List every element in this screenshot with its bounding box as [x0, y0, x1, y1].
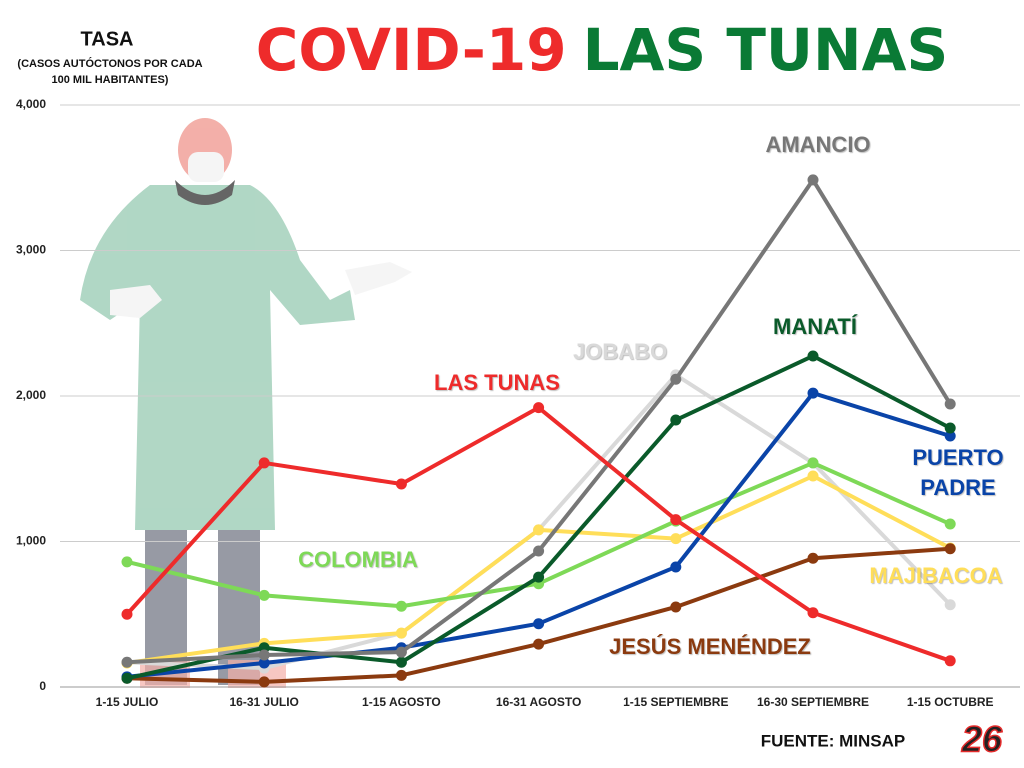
title-part: COVID-19 — [256, 16, 567, 84]
data-point — [807, 350, 819, 362]
series-label: LAS TUNAS — [434, 370, 560, 395]
y-tick-label: 4,000 — [16, 97, 46, 111]
data-point — [121, 608, 133, 620]
data-point — [670, 373, 682, 385]
series-label: MAJIBACOA — [869, 563, 1003, 588]
data-point — [533, 618, 545, 630]
y-tick-label: 2,000 — [16, 388, 46, 402]
series-label: AMANCIO — [765, 132, 871, 157]
x-tick-label: 1-15 SEPTIEMBRE — [623, 695, 728, 709]
data-point — [944, 518, 956, 530]
x-tick-label: 16-31 AGOSTO — [496, 695, 581, 709]
data-point — [670, 533, 682, 545]
data-point — [533, 524, 545, 536]
data-point — [121, 672, 133, 684]
y-sublabel: (CASOS AUTÓCTONOS POR CADA 100 MIL HABIT… — [17, 58, 203, 86]
data-point — [944, 398, 956, 410]
data-point — [258, 676, 270, 688]
y-label: TASA — [81, 28, 134, 50]
data-point — [258, 657, 270, 669]
data-point — [395, 627, 407, 639]
data-point — [670, 414, 682, 426]
data-point — [395, 478, 407, 490]
x-tick-label: 1-15 OCTUBRE — [907, 695, 994, 709]
data-point — [533, 571, 545, 583]
data-point — [121, 556, 133, 568]
data-point — [670, 601, 682, 613]
data-point — [395, 646, 407, 658]
x-tick-label: 16-30 SEPTIEMBRE — [757, 695, 869, 709]
data-point — [533, 545, 545, 557]
data-point — [395, 669, 407, 681]
data-point — [807, 457, 819, 469]
x-tick-label: 1-15 JULIO — [96, 695, 159, 709]
data-point — [807, 607, 819, 619]
y-tick-label: 1,000 — [16, 534, 46, 548]
data-point — [944, 430, 956, 442]
data-point — [533, 638, 545, 650]
data-point — [121, 656, 133, 668]
x-tick-label: 16-31 JULIO — [230, 695, 299, 709]
data-point — [258, 589, 270, 601]
data-point — [944, 543, 956, 555]
data-point — [670, 514, 682, 526]
data-point — [395, 656, 407, 668]
y-sublabel-box: (CASOS AUTÓCTONOS POR CADA 100 MIL HABIT… — [17, 58, 203, 86]
logo: 26 — [961, 719, 1003, 760]
y-tick-label: 0 — [39, 679, 46, 693]
series-label: JESÚS MENÉNDEZ — [609, 634, 811, 659]
y-tick-label: 3,000 — [16, 243, 46, 257]
x-tick-label: 1-15 AGOSTO — [362, 695, 441, 709]
data-point — [670, 561, 682, 573]
chart-title: COVID-19 LAS TUNAS — [256, 16, 948, 84]
data-point — [807, 174, 819, 186]
data-point — [395, 600, 407, 612]
series-label: MANATÍ — [773, 314, 857, 339]
data-point — [807, 552, 819, 564]
data-point — [258, 649, 270, 661]
title-part: LAS TUNAS — [583, 16, 949, 84]
data-point — [944, 599, 956, 611]
series-label: COLOMBIA — [298, 547, 418, 572]
source: FUENTE: MINSAP — [761, 731, 906, 750]
series-label: JOBABO — [572, 339, 668, 364]
data-point — [807, 470, 819, 482]
data-point — [533, 402, 545, 414]
data-point — [944, 422, 956, 434]
data-point — [944, 655, 956, 667]
series-label: PUERTO PADRE — [912, 445, 1004, 500]
data-point — [807, 387, 819, 399]
data-point — [258, 457, 270, 469]
